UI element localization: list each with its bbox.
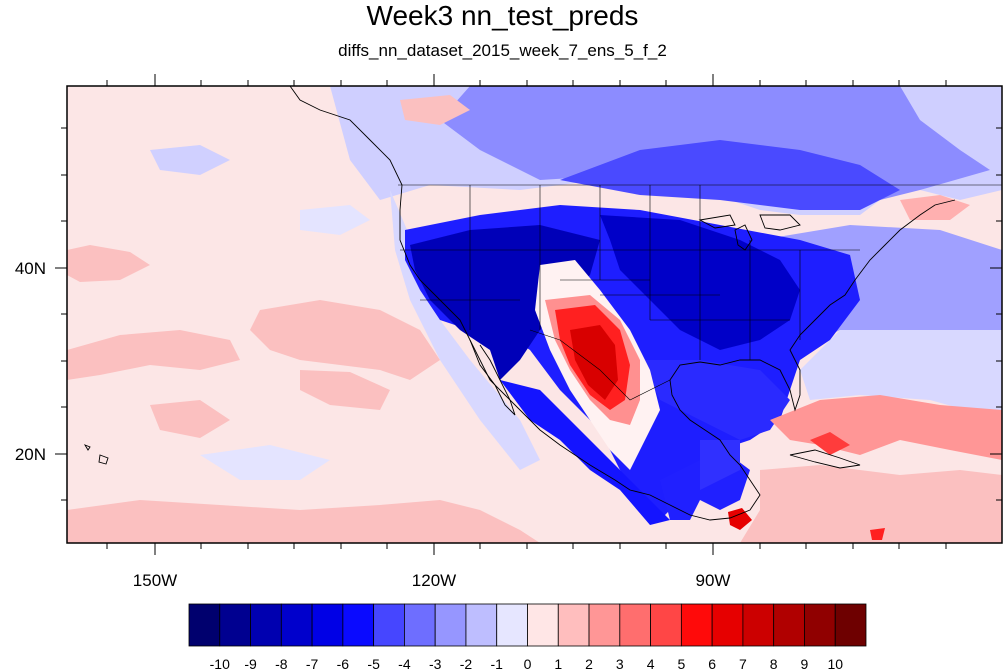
lon-label-120w: 120W — [412, 571, 456, 590]
colorbar-swatch — [742, 603, 775, 647]
colorbar-swatch — [219, 603, 251, 647]
cuba — [789, 449, 861, 469]
colorbar-label: 10 — [827, 656, 843, 672]
colorbar-swatch — [465, 603, 498, 647]
colorbar-label: -4 — [398, 656, 411, 672]
colorbar-swatch — [280, 603, 313, 647]
pacific-pink-blob-6 — [400, 95, 470, 125]
caribbean-red-dot — [870, 528, 885, 540]
colorbar-swatch — [250, 603, 282, 647]
lon-tick-marks — [106, 74, 947, 555]
colorbar-swatch — [434, 603, 467, 647]
colorbar-label: 2 — [585, 656, 593, 672]
colorbar-label: 5 — [677, 656, 685, 672]
central-america-red — [728, 508, 752, 530]
colorbar-label: 3 — [616, 656, 624, 672]
pacific-pink-band-2 — [250, 300, 440, 380]
lat-tick-marks — [55, 127, 1002, 501]
colorbar-label: 7 — [739, 656, 747, 672]
lon-label-90w: 90W — [696, 571, 731, 590]
lat-label-20n: 20N — [15, 445, 46, 464]
southwest-pacific-pink — [67, 500, 540, 543]
pacific-lightblue-patch-3 — [150, 145, 230, 175]
colorbar-swatch — [342, 603, 375, 647]
great-lakes — [698, 214, 801, 251]
chart-subtitle: diffs_nn_dataset_2015_week_7_ens_5_f_2 — [338, 41, 667, 60]
colorbar-label: 4 — [647, 656, 655, 672]
pacific-lightblue-patch — [200, 445, 330, 480]
colorbar-label: 0 — [524, 656, 532, 672]
baja-california — [469, 339, 516, 416]
colorbar-swatch — [804, 603, 836, 647]
colorbar-label: -2 — [460, 656, 473, 672]
pacific-pink-band-1 — [67, 330, 240, 380]
colorbar-labels: -10 -9 -8 -7 -6 -5 -4 -3 -2 -1 0 1 2 3 4 5 6 7 8 9 10 — [210, 656, 844, 672]
lon-label-150w: 150W — [133, 571, 177, 590]
colorbar-label: 6 — [708, 656, 716, 672]
canada-dark-band — [560, 140, 900, 210]
colorbar-swatch — [711, 603, 744, 647]
gulf-blue — [640, 360, 790, 440]
colorbar-label: -6 — [337, 656, 350, 672]
colorbar — [188, 603, 867, 647]
colorbar-swatch — [773, 603, 805, 647]
colorbar-label: 9 — [801, 656, 809, 672]
colorbar-label: -7 — [306, 656, 319, 672]
colorbar-label: -8 — [275, 656, 288, 672]
colorbar-label: 8 — [770, 656, 778, 672]
colorbar-swatch — [588, 603, 621, 647]
chart-title: Week3 nn_test_preds — [366, 0, 639, 31]
atlantic-pink-north — [900, 195, 970, 220]
colorbar-swatch — [188, 603, 221, 647]
colorbar-swatch — [527, 603, 559, 647]
colorbar-label: -9 — [244, 656, 257, 672]
lat-label-40n: 40N — [15, 259, 46, 278]
colorbar-swatch — [619, 603, 651, 647]
hawaii — [83, 444, 109, 465]
pacific-pink-blob-3 — [300, 370, 390, 410]
colorbar-swatch — [311, 603, 344, 647]
colorbar-swatch — [373, 603, 405, 647]
colorbar-swatch — [834, 603, 867, 647]
plains-dark-red — [570, 325, 618, 400]
pacific-lightblue-patch-2 — [300, 205, 370, 235]
colorbar-label: -10 — [210, 656, 230, 672]
colorbar-label: -5 — [367, 656, 380, 672]
state-borders — [398, 184, 1002, 401]
colorbar-swatch — [680, 603, 713, 647]
map-field — [67, 86, 1002, 543]
pacific-pink-blob-4 — [67, 245, 150, 282]
pacific-pink-blob-5 — [150, 400, 230, 438]
colorbar-label: 1 — [554, 656, 562, 672]
colorbar-swatch — [650, 603, 682, 647]
atlantic-lightblue — [800, 330, 1002, 420]
colorbar-swatch — [557, 603, 590, 647]
atlantic-red-blob — [810, 432, 850, 455]
atlantic-pink-lower — [740, 465, 1002, 543]
colorbar-swatch — [496, 603, 528, 647]
colorbar-swatch — [404, 603, 436, 647]
yucatan-blue-spur — [700, 440, 740, 490]
colorbar-label: -1 — [491, 656, 504, 672]
colorbar-label: -3 — [429, 656, 442, 672]
